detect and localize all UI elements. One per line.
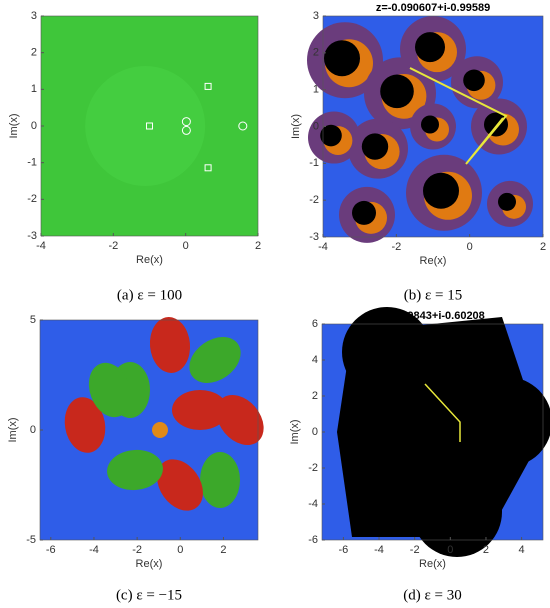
orbit xyxy=(424,383,461,442)
caption: (c) ε = −15 xyxy=(116,587,182,603)
lobe xyxy=(412,467,502,557)
y-tick-label: -5 xyxy=(26,534,36,546)
fractal-black xyxy=(352,200,376,225)
marker xyxy=(181,125,191,135)
y-axis-label: Im(x) xyxy=(8,113,20,138)
y-tick-label: 0 xyxy=(312,426,318,438)
x-axis-label: Re(x) xyxy=(420,255,447,267)
x-tick-label: 0 xyxy=(183,240,189,252)
plot-2: -6 -4 -2 0 2 -5 0 5 Re(x) Im(x) (c) ε = −15 xyxy=(7,314,264,603)
lobe xyxy=(342,307,432,397)
x-tick-label: 2 xyxy=(483,544,489,556)
y-tick-label: 2 xyxy=(313,47,319,59)
fractal-black xyxy=(421,115,439,134)
y-tick-label: -2 xyxy=(308,462,318,474)
y-tick-label: -2 xyxy=(27,193,37,205)
x-tick-label: 0 xyxy=(467,241,473,253)
plot-1: -4 -2 0 2 -3 -2 -1 0 1 2 3 Re(x) Im(x) z=-0.090607+i-… xyxy=(290,2,546,304)
y-tick-label: 0 xyxy=(30,424,36,436)
y-tick-label: 1 xyxy=(313,84,319,96)
y-tick-label: -4 xyxy=(308,498,318,510)
x-tick-label: -4 xyxy=(374,544,384,556)
petal xyxy=(216,394,264,446)
x-tick-label: -2 xyxy=(410,544,420,556)
y-tick-label: -1 xyxy=(27,157,37,169)
y-tick-label: 4 xyxy=(312,354,318,366)
y-tick-label: 3 xyxy=(313,10,319,22)
caption: (b) ε = 15 xyxy=(404,287,463,303)
x-tick-label: -4 xyxy=(318,241,328,253)
fractal-black xyxy=(498,192,516,211)
plot-0: -4 -2 0 2 -3 -2 -1 0 1 2 3 Re(x) Im(x) (a) ε = 100 xyxy=(8,10,261,304)
marker xyxy=(204,164,212,172)
caption: (d) ε = 30 xyxy=(403,587,462,603)
x-tick-label: -4 xyxy=(36,240,46,252)
petal xyxy=(189,337,241,383)
chart-title: z=-0.090607+i-0.99589 xyxy=(376,2,490,14)
marker xyxy=(181,117,191,127)
x-tick-label: 0 xyxy=(177,544,183,556)
x-tick-label: -6 xyxy=(338,544,348,556)
y-axis-label: Im(x) xyxy=(7,417,19,442)
glow xyxy=(85,66,206,186)
x-tick-label: 2 xyxy=(220,544,226,556)
fractal-black xyxy=(380,74,414,109)
lobe xyxy=(372,387,462,477)
y-tick-label: 1 xyxy=(31,83,37,95)
petal xyxy=(172,390,228,430)
petal xyxy=(88,362,132,418)
marker xyxy=(204,82,212,90)
y-tick-label: 0 xyxy=(31,120,37,132)
x-axis-label: Re(x) xyxy=(136,558,163,570)
fractal-black xyxy=(463,69,485,92)
y-tick-label: 2 xyxy=(31,47,37,59)
x-tick-label: 0 xyxy=(447,544,453,556)
x-tick-label: 2 xyxy=(540,241,546,253)
x-tick-label: -2 xyxy=(391,241,401,253)
fractal-black xyxy=(415,32,445,63)
x-tick-label: -2 xyxy=(132,544,142,556)
y-tick-label: -1 xyxy=(309,157,319,169)
fractal-black xyxy=(361,133,389,160)
x-tick-label: -2 xyxy=(108,240,118,252)
x-tick-label: 4 xyxy=(519,544,525,556)
y-tick-label: 2 xyxy=(312,390,318,402)
marker xyxy=(146,122,153,130)
y-tick-label: 6 xyxy=(312,318,318,330)
y-tick-label: -2 xyxy=(309,194,319,206)
y-tick-label: -3 xyxy=(309,231,319,243)
petal xyxy=(157,459,203,511)
petal xyxy=(107,449,163,491)
y-tick-label: 3 xyxy=(31,10,37,22)
y-tick-label: 0 xyxy=(313,120,319,132)
y-axis-label: Im(x) xyxy=(289,419,301,444)
fractal-black xyxy=(324,40,360,77)
orbit xyxy=(409,67,508,165)
chart-title: z=0.79843+i-0.60208 xyxy=(380,310,485,322)
plot-3: -6 -4 -2 0 2 4 -6 -4 -2 0 2 4 6 Re(x) Im(x) z=0.79843+i… xyxy=(289,307,550,603)
petal xyxy=(200,452,240,508)
marker xyxy=(238,121,248,131)
y-axis-label: Im(x) xyxy=(290,114,302,139)
x-tick-label: 2 xyxy=(255,240,261,252)
petal xyxy=(64,397,106,453)
x-axis-label: Re(x) xyxy=(136,254,163,266)
caption: (a) ε = 100 xyxy=(117,287,182,303)
fractal-black xyxy=(320,124,342,147)
y-tick-label: -3 xyxy=(27,230,37,242)
x-axis-label: Re(x) xyxy=(419,558,446,570)
y-tick-label: -6 xyxy=(308,534,318,546)
center xyxy=(152,422,168,438)
x-tick-label: -6 xyxy=(46,544,56,556)
fractal-black xyxy=(423,172,459,209)
petal xyxy=(149,317,191,373)
x-tick-label: -4 xyxy=(89,544,99,556)
y-tick-label: 5 xyxy=(30,314,36,326)
lobe xyxy=(462,377,550,467)
